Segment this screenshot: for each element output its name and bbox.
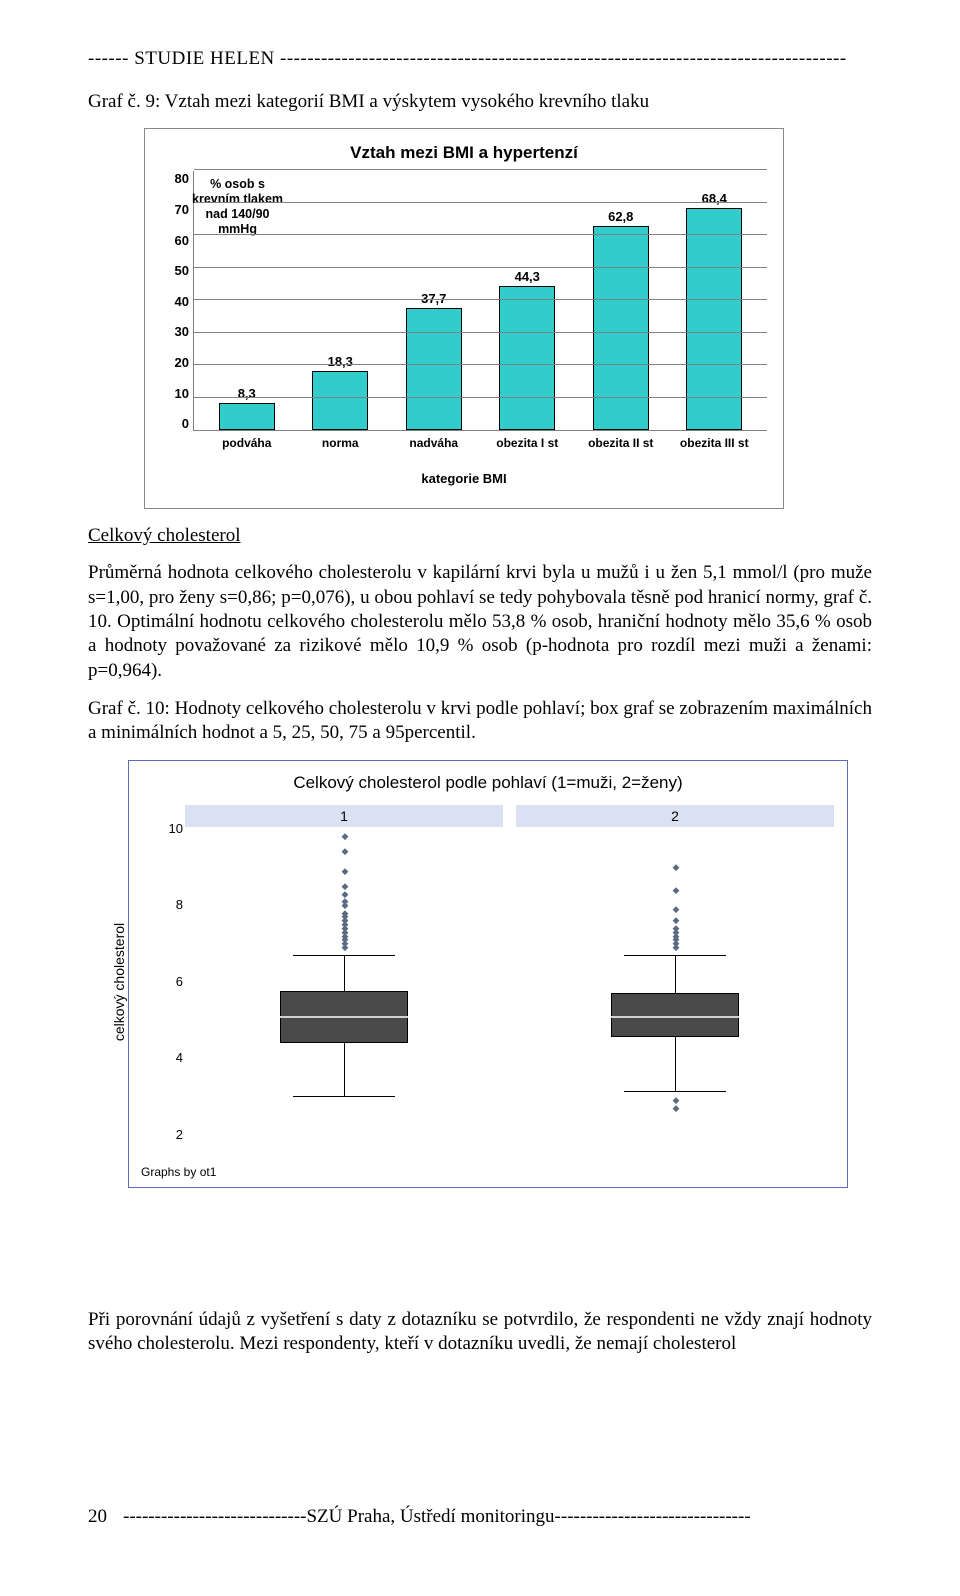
boxplot-outlier: ◆ [342, 911, 347, 916]
boxplot-median [611, 1016, 738, 1018]
gridline [194, 332, 767, 333]
y-tick-label: 50 [175, 263, 189, 278]
boxplot-y-tick: 2 [176, 1127, 183, 1142]
y-tick-label: 30 [175, 324, 189, 339]
paragraph-2: Při porovnání údajů z vyšetření s daty z… [88, 1308, 872, 1357]
y-tick-label: 40 [175, 294, 189, 309]
bar-chart-title: Vztah mezi BMI a hypertenzí [145, 129, 783, 171]
bar [499, 286, 555, 430]
boxplot-outlier: ◆ [342, 834, 347, 839]
boxplot-outlier: ◆ [673, 1106, 678, 1111]
boxplot-outlier: ◆ [342, 884, 347, 889]
header-line: ------ STUDIE HELEN --------------------… [88, 48, 872, 70]
boxplot-median [280, 1016, 407, 1018]
bar [406, 308, 462, 431]
boxplot-y-tick: 6 [176, 974, 183, 989]
boxplot-outlier: ◆ [342, 849, 347, 854]
bar [312, 371, 368, 430]
boxplot-whisker-cap [293, 1096, 395, 1097]
boxplot-panel: 2◆◆◆◆◆◆◆◆◆◆◆◆ [516, 805, 835, 1135]
y-tick-label: 60 [175, 233, 189, 248]
bar-category-label: obezita III st [658, 430, 770, 450]
y-tick-label: 0 [182, 416, 189, 431]
boxplot-y-tick: 10 [169, 821, 183, 836]
graf10-caption: Graf č. 10: Hodnoty celkového cholestero… [88, 697, 872, 746]
section-heading-cholesterol: Celkový cholesterol [88, 525, 872, 547]
boxplot-chart: Celkový cholesterol podle pohlaví (1=muž… [128, 760, 848, 1188]
boxplot-y-tick: 4 [176, 1050, 183, 1065]
gridline [194, 299, 767, 300]
page-number: 20 [88, 1506, 107, 1528]
bar-value-label: 68,4 [702, 191, 727, 206]
bar [593, 226, 649, 430]
y-tick-label: 10 [175, 386, 189, 401]
boxplot-panel: 1◆◆◆◆◆◆◆◆◆◆◆◆◆◆◆◆◆ [185, 805, 504, 1135]
bar-chart-bars: 8,3podváha18,3norma37,7nadváha44,3obezit… [194, 171, 767, 430]
bar-slot: 44,3obezita I st [481, 269, 575, 430]
boxplot-outlier: ◆ [673, 865, 678, 870]
boxplot-outlier: ◆ [673, 907, 678, 912]
footer-text: -----------------------------SZÚ Praha, … [123, 1506, 751, 1528]
boxplot-whisker-cap [624, 955, 726, 956]
y-tick-label: 80 [175, 171, 189, 186]
boxplot-caption: Graphs by ot1 [141, 1159, 835, 1179]
bar-chart-plot: % osob s krevním tlakem nad 140/90 mmHg … [193, 171, 767, 431]
gridline [194, 364, 767, 365]
graf9-caption: Graf č. 9: Vztah mezi kategorií BMI a vý… [88, 90, 872, 114]
bar-slot: 68,4obezita III st [668, 191, 762, 430]
boxplot-panel-plot: ◆◆◆◆◆◆◆◆◆◆◆◆◆◆◆◆◆ [185, 829, 503, 1135]
bar-value-label: 8,3 [238, 386, 256, 401]
boxplot-outlier: ◆ [673, 926, 678, 931]
gridline [194, 267, 767, 268]
bar-slot: 18,3norma [294, 354, 388, 430]
boxplot-outlier: ◆ [342, 899, 347, 904]
page-footer: 20 -----------------------------SZÚ Prah… [88, 1506, 872, 1528]
boxplot-y-axis: 246810 [163, 829, 185, 1135]
bar [219, 403, 275, 430]
boxplot-whisker-cap [624, 1091, 726, 1092]
y-tick-label: 20 [175, 355, 189, 370]
bar-value-label: 18,3 [328, 354, 353, 369]
gridline [194, 169, 767, 170]
paragraph-1: Průměrná hodnota celkového cholesterolu … [88, 561, 872, 683]
bar-value-label: 44,3 [515, 269, 540, 284]
boxplot-outlier: ◆ [673, 918, 678, 923]
bar-value-label: 37,7 [421, 291, 446, 306]
boxplot-panel-label: 2 [516, 805, 834, 827]
boxplot-panel-label: 1 [185, 805, 503, 827]
boxplot-outlier: ◆ [673, 888, 678, 893]
bar-chart: Vztah mezi BMI a hypertenzí 80 70 60 50 40 30… [144, 128, 784, 509]
boxplot-title: Celkový cholesterol podle pohlaví (1=muž… [141, 771, 835, 805]
bar-value-label: 62,8 [608, 209, 633, 224]
bar-slot: 37,7nadváha [387, 291, 481, 431]
boxplot-panel-plot: ◆◆◆◆◆◆◆◆◆◆◆◆ [516, 829, 834, 1135]
boxplot-whisker-cap [293, 955, 395, 956]
boxplot-outlier: ◆ [342, 869, 347, 874]
bar-slot: 8,3podváha [200, 386, 294, 430]
boxplot-y-label: celkový cholesterol [111, 922, 127, 1040]
gridline [194, 202, 767, 203]
bar-chart-y-axis: 80 70 60 50 40 30 20 10 0 [165, 171, 193, 431]
y-tick-label: 70 [175, 202, 189, 217]
boxplot-panels: 1◆◆◆◆◆◆◆◆◆◆◆◆◆◆◆◆◆2◆◆◆◆◆◆◆◆◆◆◆◆ [185, 805, 835, 1135]
boxplot-y-tick: 8 [176, 897, 183, 912]
gridline [194, 234, 767, 235]
boxplot-outlier: ◆ [342, 892, 347, 897]
gridline [194, 397, 767, 398]
